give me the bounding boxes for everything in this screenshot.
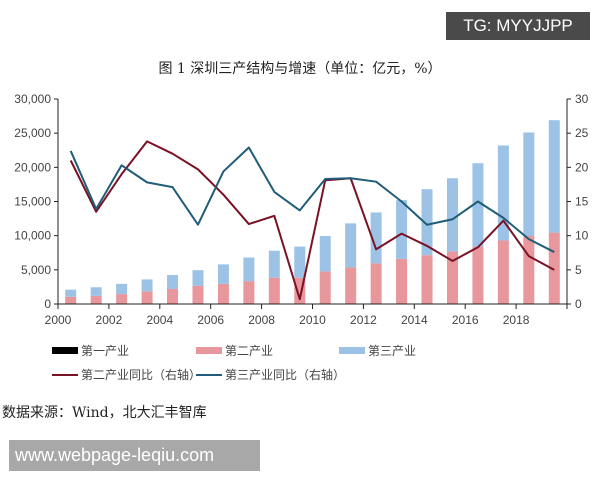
bar-tertiary [345, 223, 357, 268]
watermark-bottom: www.webpage-leqiu.com [9, 440, 260, 471]
legend-label: 第三产业 [368, 344, 417, 358]
y-right-tick-label: 30 [575, 92, 589, 106]
x-tick-label: 2014 [401, 313, 428, 327]
chart-title: 图 1 深圳三产结构与增速（单位：亿元，%） [158, 61, 442, 77]
bar-tertiary [141, 279, 153, 292]
y-left-tick-label: 20,000 [14, 160, 51, 174]
bar-secondary [472, 246, 484, 304]
bar-secondary [294, 277, 306, 304]
line-secondary-growth [69, 140, 555, 301]
bar-tertiary [192, 270, 204, 286]
bar-secondary [497, 240, 509, 304]
bar-tertiary [90, 287, 102, 296]
bar-tertiary [523, 132, 535, 237]
bar-tertiary [497, 145, 509, 241]
y-right-tick-label: 5 [575, 263, 582, 277]
bar-secondary [192, 285, 204, 304]
x-tick-label: 2006 [197, 313, 224, 327]
y-left-tick-label: 10,000 [14, 229, 51, 243]
bar-tertiary [243, 257, 255, 282]
bar-secondary [523, 236, 535, 304]
bar-tertiary [294, 246, 306, 278]
bar-secondary [319, 271, 331, 304]
bar-secondary [90, 295, 102, 304]
bar-tertiary [472, 163, 484, 247]
y-left-tick-label: 5,000 [21, 263, 51, 277]
legend-label: 第三产业同比（右轴） [225, 368, 346, 382]
legend-swatch-tertiary [339, 347, 365, 354]
x-tick-label: 2008 [248, 313, 275, 327]
legend-tertiary-growth: 第三产业同比（右轴） [196, 366, 345, 383]
y-right-tick-label: 10 [575, 229, 589, 243]
chart: 0 5,000 10,000 15,000 20,000 25,000 30,000 0 5 10… [14, 92, 589, 327]
bar-tertiary [370, 212, 382, 264]
bar-secondary [141, 291, 153, 304]
bar-secondary [446, 251, 458, 304]
legend-label: 第一产业 [81, 344, 130, 358]
bar-tertiary [268, 250, 280, 278]
x-tick-label: 2004 [146, 313, 173, 327]
legend-secondary: 第二产业 [196, 342, 273, 359]
y-left-tick-label: 15,000 [14, 195, 51, 209]
source-note: 数据来源：Wind，北大汇丰智库 [2, 405, 207, 421]
legend-line-tertiary-growth [196, 373, 222, 376]
legend-label: 第二产业 [225, 344, 274, 358]
x-tick-label: 2010 [299, 313, 326, 327]
x-tick-label: 2018 [503, 313, 530, 327]
legend-label: 第二产业同比（右轴） [81, 368, 202, 382]
legend-secondary-growth: 第二产业同比（右轴） [52, 366, 201, 383]
bar-tertiary [396, 200, 408, 259]
legend-line-secondary-growth [52, 373, 78, 376]
bar-tertiary [319, 236, 331, 272]
x-tick-label: 2000 [45, 313, 72, 327]
legend-swatch-secondary [196, 347, 222, 354]
bar-secondary [396, 258, 408, 304]
x-tick-label: 2016 [452, 313, 479, 327]
x-tick-label: 2012 [350, 313, 377, 327]
bar-secondary [345, 267, 357, 304]
bar-tertiary [116, 283, 128, 295]
bar-secondary [65, 296, 77, 304]
bar-secondary [548, 232, 560, 304]
x-tick-label: 2002 [96, 313, 123, 327]
bar-secondary [268, 277, 280, 304]
legend-swatch-primary [52, 347, 78, 354]
bar-secondary [217, 283, 229, 304]
bar-tertiary [421, 189, 433, 256]
legend-primary: 第一产业 [52, 342, 129, 359]
bar-tertiary [446, 178, 458, 252]
bar-secondary [167, 288, 179, 304]
bar-secondary [421, 255, 433, 304]
bar-tertiary [65, 289, 77, 297]
bar-tertiary [167, 274, 179, 289]
bar-tertiary [217, 264, 229, 284]
y-right-tick-label: 15 [575, 195, 589, 209]
y-right-tick-label: 20 [575, 160, 589, 174]
watermark-top: TG: MYYJJPP [446, 12, 590, 40]
legend-tertiary: 第三产业 [339, 342, 416, 359]
y-right-tick-label: 0 [575, 297, 582, 311]
y-left-tick-label: 25,000 [14, 126, 51, 140]
bar-secondary [370, 263, 382, 304]
bar-secondary [243, 281, 255, 304]
y-left-tick-label: 30,000 [14, 92, 51, 106]
line-tertiary-growth [69, 146, 555, 253]
y-left-tick-label: 0 [44, 297, 51, 311]
bar-tertiary [548, 120, 560, 233]
bar-secondary [116, 294, 128, 304]
y-right-tick-label: 25 [575, 126, 589, 140]
